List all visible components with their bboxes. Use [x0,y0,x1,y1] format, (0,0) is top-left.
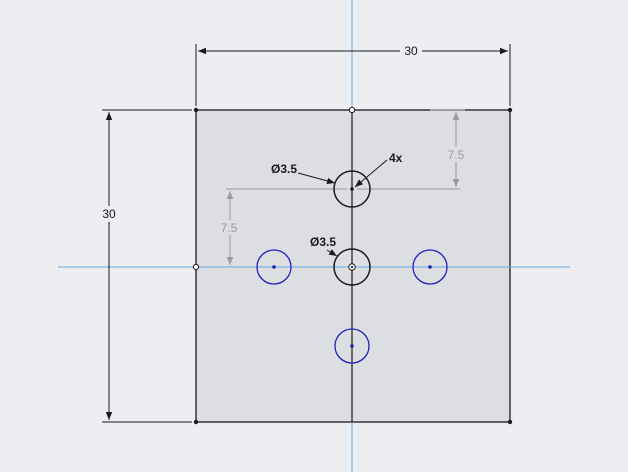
diameter-leader-top [297,172,336,185]
hole-center[interactable] [333,248,371,286]
midpoint-top[interactable] [348,106,356,114]
count-leader [354,159,388,188]
offset-top-label[interactable]: 7.5 [448,148,465,162]
origin-dot [350,265,354,269]
width-label-bg [400,42,422,58]
vertex-top-right[interactable] [507,107,513,113]
diameter-label-top[interactable]: Ø3.5 [271,162,297,176]
vertex-bottom-right[interactable] [507,419,513,425]
height-label-bg [98,206,120,222]
hole-top[interactable] [333,170,371,208]
offset-left-label[interactable]: 7.5 [221,221,238,235]
hole-left-center[interactable] [272,265,276,269]
vertex-top-left[interactable] [193,107,199,113]
diameter-leader-center [326,249,338,257]
count-label[interactable]: 4x [389,151,403,165]
width-dimension-label[interactable]: 30 [404,44,418,58]
midpoint-left[interactable] [192,263,200,271]
hole-right-center[interactable] [428,265,432,269]
offset-left-label-bg [217,220,243,235]
hole-bottom-center[interactable] [350,344,354,348]
hole-left[interactable] [256,249,292,285]
diameter-label-center[interactable]: Ø3.5 [310,235,336,249]
offset-top-label-bg [444,147,468,162]
height-dimension-label[interactable]: 30 [102,207,116,221]
vertex-bottom-left[interactable] [193,419,199,425]
hole-right[interactable] [412,249,448,285]
hole-top-center[interactable] [350,187,354,191]
hole-bottom[interactable] [334,328,370,364]
